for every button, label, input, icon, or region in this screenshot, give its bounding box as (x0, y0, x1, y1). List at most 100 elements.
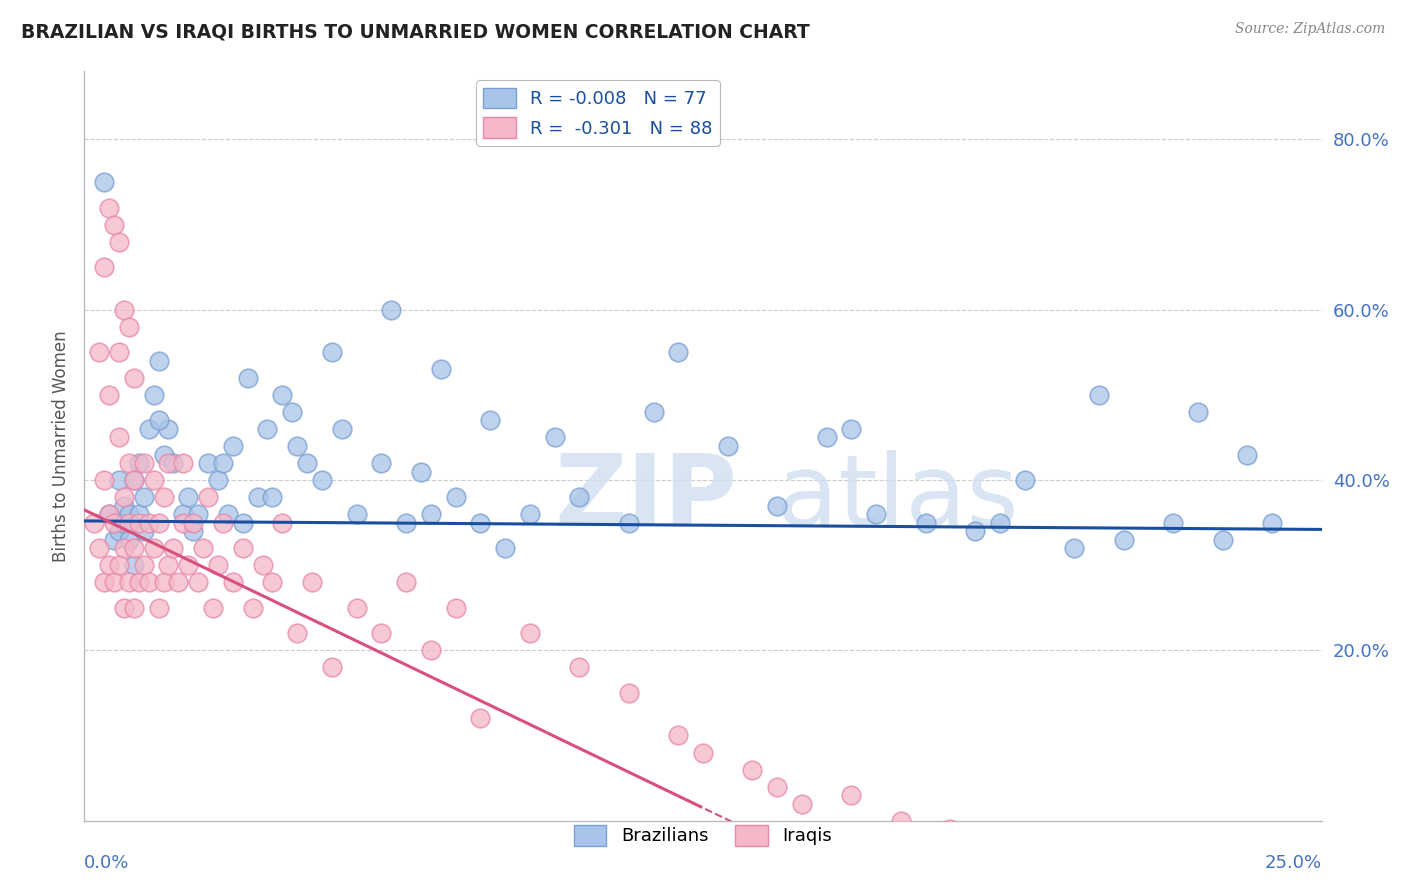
Point (202, 600, 225, 615)
Point (444, 490, 467, 504)
Point (138, 516, 160, 530)
Point (841, 788, 863, 802)
Point (988, 830, 1011, 845)
Point (207, 473, 229, 487)
Point (252, 558, 274, 573)
Point (108, 473, 131, 487)
Point (479, 413, 502, 427)
Point (177, 558, 200, 573)
Point (419, 507, 441, 521)
Point (429, 362, 451, 376)
Point (519, 507, 541, 521)
Point (741, 763, 763, 777)
Point (444, 600, 467, 615)
Point (1261, 881, 1284, 892)
Point (1212, 533, 1234, 547)
Point (157, 456, 180, 470)
Point (93, 260, 115, 275)
Point (93, 575, 115, 590)
Point (311, 473, 333, 487)
Point (295, 456, 318, 470)
Point (766, 499, 789, 513)
Point (98, 201, 121, 215)
Point (1212, 873, 1234, 888)
Point (152, 575, 174, 590)
Point (321, 345, 343, 359)
Point (790, 797, 813, 811)
Point (148, 354, 170, 368)
Point (112, 499, 135, 513)
Point (262, 490, 284, 504)
Point (988, 516, 1011, 530)
Point (543, 430, 565, 444)
Point (346, 507, 368, 521)
Point (138, 575, 160, 590)
Point (148, 516, 170, 530)
Point (1038, 839, 1060, 854)
Point (222, 439, 245, 453)
Point (666, 345, 689, 359)
Point (222, 575, 245, 590)
Point (1088, 388, 1111, 402)
Point (965, 524, 987, 538)
Point (172, 516, 194, 530)
Point (380, 302, 402, 317)
Point (128, 507, 150, 521)
Point (122, 473, 145, 487)
Point (187, 507, 209, 521)
Point (841, 422, 863, 436)
Point (197, 456, 219, 470)
Point (142, 541, 165, 556)
Point (132, 490, 155, 504)
Point (256, 422, 278, 436)
Point (98, 388, 121, 402)
Point (815, 430, 838, 444)
Point (177, 490, 200, 504)
Point (108, 235, 131, 249)
Point (93, 473, 115, 487)
Point (103, 575, 125, 590)
Point (152, 490, 174, 504)
Point (395, 516, 418, 530)
Point (181, 516, 204, 530)
Point (246, 490, 269, 504)
Text: 0.0%: 0.0% (84, 855, 129, 872)
Point (271, 516, 294, 530)
Point (643, 405, 665, 419)
Point (122, 558, 145, 573)
Point (167, 575, 190, 590)
Point (717, 439, 740, 453)
Point (1112, 533, 1135, 547)
Point (1063, 541, 1085, 556)
Point (330, 422, 353, 436)
Point (89, 541, 111, 556)
Point (83, 516, 105, 530)
Y-axis label: Births to Unmarried Women: Births to Unmarried Women (52, 330, 70, 562)
Point (112, 302, 135, 317)
Text: ZIP: ZIP (554, 450, 737, 547)
Point (118, 533, 141, 547)
Point (207, 558, 229, 573)
Point (157, 558, 180, 573)
Point (494, 541, 516, 556)
Point (191, 541, 214, 556)
Point (232, 541, 254, 556)
Point (1088, 847, 1111, 862)
Point (1137, 856, 1160, 871)
Point (1236, 448, 1258, 462)
Point (568, 660, 591, 674)
Point (914, 516, 936, 530)
Point (142, 473, 165, 487)
Point (617, 516, 640, 530)
Point (108, 345, 131, 359)
Point (865, 507, 887, 521)
Point (132, 558, 155, 573)
Point (172, 507, 194, 521)
Point (103, 533, 125, 547)
Point (1261, 516, 1284, 530)
Text: 25.0%: 25.0% (1264, 855, 1322, 872)
Point (132, 524, 155, 538)
Point (122, 473, 145, 487)
Point (232, 516, 254, 530)
Point (93, 175, 115, 189)
